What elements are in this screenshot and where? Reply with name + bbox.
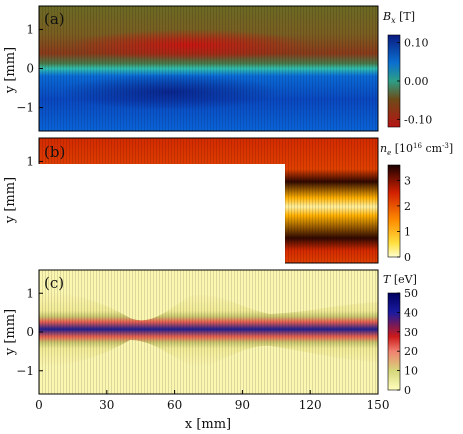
x-tick-label: 150	[367, 398, 390, 412]
panel-c-ylabel: y [mm]	[3, 309, 18, 356]
panel-b-frame	[38, 137, 379, 264]
x-tick-label: 60	[167, 398, 182, 412]
colorbar-tick-label: 0	[404, 251, 411, 264]
panel-b-label: (b)	[44, 143, 65, 161]
colorbar-tick-label: 0	[404, 384, 411, 397]
panel-c-label: (c)	[44, 274, 64, 292]
panel-b: (b) 1 y [mm] ne [1016 cm-3] 3 2 1 0	[3, 137, 453, 268]
panel-a-ylabel: y [mm]	[3, 47, 18, 94]
colorbar-c-title: T [eV]	[383, 273, 417, 286]
panel-c-xlabel: x [mm]	[185, 417, 231, 432]
y-tick-label: 1	[26, 154, 34, 168]
colorbar-tick-label: 3	[404, 174, 411, 187]
colorbar-b	[387, 164, 401, 258]
y-tick-label: 0	[26, 325, 34, 339]
panel-b-y-ticks: 1	[26, 154, 43, 168]
colorbar-tick-label: 0.00	[404, 75, 429, 88]
colorbar-a-title: Bx [T]	[382, 10, 415, 25]
panel-c-y-ticks: 1 0 −1	[16, 286, 43, 378]
x-tick-label: 120	[299, 398, 322, 412]
panel-b-occlusion	[30, 164, 285, 268]
y-tick-label: −1	[16, 101, 34, 115]
colorbar-tick-label: 50	[404, 287, 418, 300]
x-tick-label: 0	[35, 398, 43, 412]
colorbar-tick-label: 10	[404, 365, 418, 378]
y-tick-label: −1	[16, 364, 34, 378]
y-tick-label: 1	[26, 22, 34, 36]
x-tick-label: 30	[99, 398, 114, 412]
colorbar-c	[387, 292, 401, 391]
panel-c: (c) 10−1 0 30 60 90 120 150 y [mm] x [mm] T […	[3, 269, 418, 432]
colorbar-tick-label: -0.10	[404, 113, 432, 126]
colorbar-c-ticks: 50 40 30 20 10 0	[397, 287, 418, 397]
y-tick-label: 1	[26, 286, 34, 300]
colorbar-b-title: ne [1016 cm-3]	[380, 142, 453, 157]
colorbar-b-ticks: 3 2 1 0	[397, 174, 411, 264]
colorbar-tick-label: 1	[404, 225, 411, 238]
colorbar-tick-label: 0.10	[404, 37, 429, 50]
colorbar-a-ticks: 0.10 0.00 -0.10	[397, 37, 432, 126]
colorbar-tick-label: 40	[404, 306, 418, 319]
colorbar-tick-label: 2	[404, 200, 411, 213]
x-tick-label: 90	[235, 398, 250, 412]
panel-a-y-ticks: 1 0 −1	[16, 22, 43, 115]
colorbar-tick-label: 30	[404, 326, 418, 339]
panel-b-ylabel: y [mm]	[3, 177, 18, 224]
panel-a-label: (a)	[44, 10, 65, 28]
y-tick-label: 0	[26, 62, 34, 76]
colorbar-tick-label: 20	[404, 345, 418, 358]
panel-a: (a) 1 0 −1 y [mm] Bx [T] 0.10 0.00 -0.10	[3, 5, 432, 132]
panel-c-x-ticks: 0 30 60 90 120 150	[35, 390, 389, 412]
